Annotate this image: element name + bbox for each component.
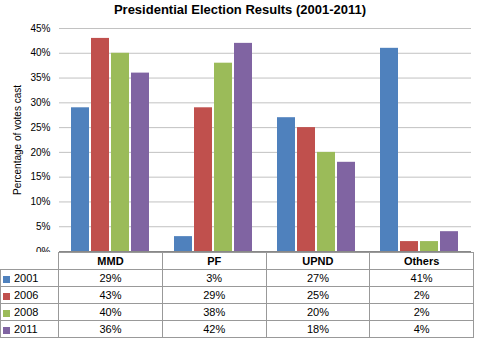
svg-text:15%: 15%	[30, 171, 50, 182]
html-text:27%: 27%	[306, 272, 329, 284]
svg-text:0%: 0%	[36, 246, 51, 252]
html-text:MMD: MMD	[97, 255, 124, 267]
svg-text:Percentage of votes cast: Percentage of votes cast	[12, 85, 23, 195]
html-text:Presidential Election Results: Presidential Election Results (2001-2011…	[113, 2, 367, 17]
svg-text:30%: 30%	[30, 97, 50, 108]
html-text:2001: 2001	[14, 272, 39, 284]
html-text:2008: 2008	[14, 306, 39, 318]
svg-text:40%: 40%	[30, 47, 50, 58]
html-text:2011: 2011	[14, 323, 38, 335]
html-text:4%: 4%	[413, 323, 430, 335]
html-text:29%: 29%	[99, 272, 122, 284]
html-text:2%: 2%	[413, 306, 430, 318]
svg-text:45%: 45%	[30, 23, 50, 34]
html-text:PF: PF	[207, 255, 222, 267]
html-text:2006: 2006	[14, 289, 39, 301]
html-text:UPND: UPND	[302, 255, 334, 267]
svg-text:10%: 10%	[30, 196, 50, 207]
svg-text:25%: 25%	[30, 122, 50, 133]
html-text:42%: 42%	[203, 323, 226, 335]
html-text:Others: Others	[403, 255, 440, 267]
html-text:43%: 43%	[99, 289, 122, 301]
html-text:40%: 40%	[99, 306, 122, 318]
svg-text:35%: 35%	[30, 72, 50, 83]
html-text:3%: 3%	[206, 272, 223, 284]
html-text:20%: 20%	[306, 306, 329, 318]
html-text:36%: 36%	[99, 323, 122, 335]
html-text:18%: 18%	[306, 323, 329, 335]
svg-text:5%: 5%	[36, 221, 51, 232]
html-text:25%: 25%	[306, 289, 329, 301]
html-text:41%: 41%	[410, 272, 433, 284]
html-text:2%: 2%	[413, 289, 430, 301]
html-text:38%: 38%	[203, 306, 226, 318]
svg-text:20%: 20%	[30, 147, 50, 158]
html-text:29%: 29%	[203, 289, 226, 301]
